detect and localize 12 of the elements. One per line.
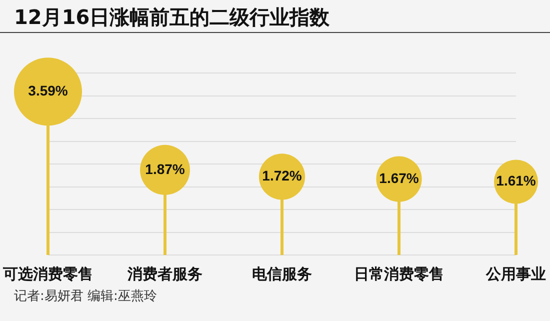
- x-tick-label: 可选消费零售: [2, 264, 93, 283]
- text: 记者:易妍君 编辑:巫燕玲: [13, 289, 158, 305]
- chart-title: 12月16日涨幅前五的二级行业指数: [0, 0, 550, 33]
- data-label: 1.67%: [379, 170, 420, 186]
- data-label: 1.87%: [145, 160, 186, 177]
- data-label: 1.61%: [496, 172, 536, 189]
- x-tick-label: 消费者服务: [126, 264, 202, 283]
- data-label: 3.59%: [28, 82, 68, 99]
- x-tick-label: 日常消费零售: [354, 264, 444, 283]
- data-label: 1.72%: [262, 168, 302, 184]
- x-tick-label: 公用事业: [485, 264, 546, 283]
- x-tick-label: 电信服务: [252, 264, 312, 283]
